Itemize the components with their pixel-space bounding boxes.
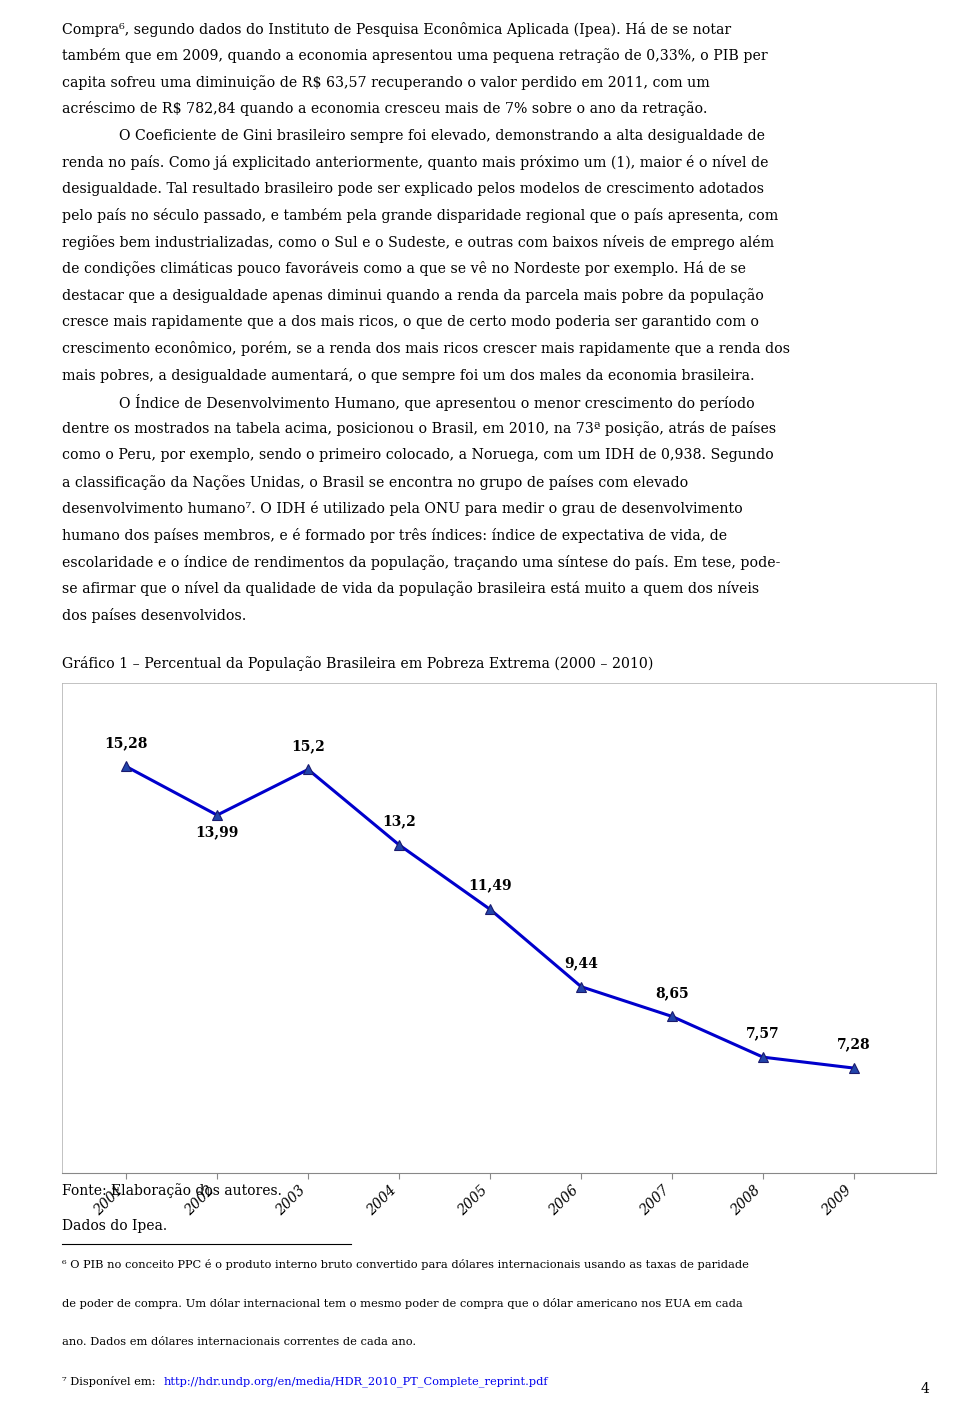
Text: ⁶ O PIB no conceito PPC é o produto interno bruto convertido para dólares intern: ⁶ O PIB no conceito PPC é o produto inte…	[62, 1259, 749, 1270]
Text: capita sofreu uma diminuição de R$ 63,57 recuperando o valor perdido em 2011, co: capita sofreu uma diminuição de R$ 63,57…	[62, 74, 710, 90]
Text: Gráfico 1 – Percentual da População Brasileira em Pobreza Extrema (2000 – 2010): Gráfico 1 – Percentual da População Bras…	[62, 656, 654, 670]
Text: O Coeficiente de Gini brasileiro sempre foi elevado, demonstrando a alta desigua: O Coeficiente de Gini brasileiro sempre …	[119, 129, 765, 143]
Text: ⁷ Disponível em:: ⁷ Disponível em:	[62, 1375, 159, 1387]
Text: dentre os mostrados na tabela acima, posicionou o Brasil, em 2010, na 73ª posiçã: dentre os mostrados na tabela acima, pos…	[62, 422, 777, 436]
Text: Compra⁶, segundo dados do Instituto de Pesquisa Econômica Aplicada (Ipea). Há de: Compra⁶, segundo dados do Instituto de P…	[62, 21, 732, 36]
Text: 11,49: 11,49	[468, 879, 512, 893]
Text: acréscimo de R$ 782,84 quando a economia cresceu mais de 7% sobre o ano da retra: acréscimo de R$ 782,84 quando a economia…	[62, 101, 708, 116]
Text: de poder de compra. Um dólar internacional tem o mesmo poder de compra que o dól: de poder de compra. Um dólar internacion…	[62, 1298, 743, 1309]
Text: Dados do Ipea.: Dados do Ipea.	[62, 1218, 168, 1232]
Text: pelo país no século passado, e também pela grande disparidade regional que o paí: pelo país no século passado, e também pe…	[62, 207, 779, 223]
Text: destacar que a desigualdade apenas diminui quando a renda da parcela mais pobre : destacar que a desigualdade apenas dimin…	[62, 289, 764, 303]
Text: crescimento econômico, porém, se a renda dos mais ricos crescer mais rapidamente: crescimento econômico, porém, se a renda…	[62, 341, 790, 356]
Text: regiões bem industrializadas, como o Sul e o Sudeste, e outras com baixos níveis: regiões bem industrializadas, como o Sul…	[62, 234, 775, 250]
Text: como o Peru, por exemplo, sendo o primeiro colocado, a Noruega, com um IDH de 0,: como o Peru, por exemplo, sendo o primei…	[62, 449, 774, 463]
Text: 4: 4	[921, 1382, 929, 1396]
Text: http://hdr.undp.org/en/media/HDR_2010_PT_Complete_reprint.pdf: http://hdr.undp.org/en/media/HDR_2010_PT…	[163, 1375, 548, 1387]
Text: 15,28: 15,28	[105, 736, 148, 750]
Text: de condições climáticas pouco favoráveis como a que se vê no Nordeste por exempl: de condições climáticas pouco favoráveis…	[62, 261, 747, 276]
Text: dos países desenvolvidos.: dos países desenvolvidos.	[62, 608, 247, 622]
Text: Fonte: Elaboração dos autores.: Fonte: Elaboração dos autores.	[62, 1183, 282, 1199]
Text: 13,99: 13,99	[196, 824, 239, 838]
Text: humano dos países membros, e é formado por três índices: índice de expectativa d: humano dos países membros, e é formado p…	[62, 529, 728, 543]
Text: 8,65: 8,65	[656, 986, 689, 1000]
Text: desenvolvimento humano⁷. O IDH é utilizado pela ONU para medir o grau de desenvo: desenvolvimento humano⁷. O IDH é utiliza…	[62, 502, 743, 516]
Text: O Índice de Desenvolvimento Humano, que apresentou o menor crescimento do períod: O Índice de Desenvolvimento Humano, que …	[119, 394, 755, 411]
Text: 7,57: 7,57	[746, 1026, 780, 1040]
Text: se afirmar que o nível da qualidade de vida da população brasileira está muito a: se afirmar que o nível da qualidade de v…	[62, 582, 759, 596]
Text: a classificação da Nações Unidas, o Brasil se encontra no grupo de países com el: a classificação da Nações Unidas, o Bras…	[62, 475, 688, 489]
Text: renda no país. Como já explicitado anteriormente, quanto mais próximo um (1), ma: renda no país. Como já explicitado anter…	[62, 154, 769, 170]
Text: 7,28: 7,28	[837, 1037, 871, 1052]
Text: mais pobres, a desigualdade aumentará, o que sempre foi um dos males da economia: mais pobres, a desigualdade aumentará, o…	[62, 367, 755, 383]
Text: também que em 2009, quando a economia apresentou uma pequena retração de 0,33%, : também que em 2009, quando a economia ap…	[62, 48, 768, 63]
Text: 9,44: 9,44	[564, 956, 598, 970]
Text: cresce mais rapidamente que a dos mais ricos, o que de certo modo poderia ser ga: cresce mais rapidamente que a dos mais r…	[62, 315, 759, 329]
Text: desigualdade. Tal resultado brasileiro pode ser explicado pelos modelos de cresc: desigualdade. Tal resultado brasileiro p…	[62, 182, 764, 196]
Text: ano. Dados em dólares internacionais correntes de cada ano.: ano. Dados em dólares internacionais cor…	[62, 1338, 417, 1347]
Text: 15,2: 15,2	[291, 739, 325, 753]
Text: 13,2: 13,2	[382, 815, 416, 829]
Text: escolaridade e o índice de rendimentos da população, traçando uma síntese do paí: escolaridade e o índice de rendimentos d…	[62, 555, 780, 569]
